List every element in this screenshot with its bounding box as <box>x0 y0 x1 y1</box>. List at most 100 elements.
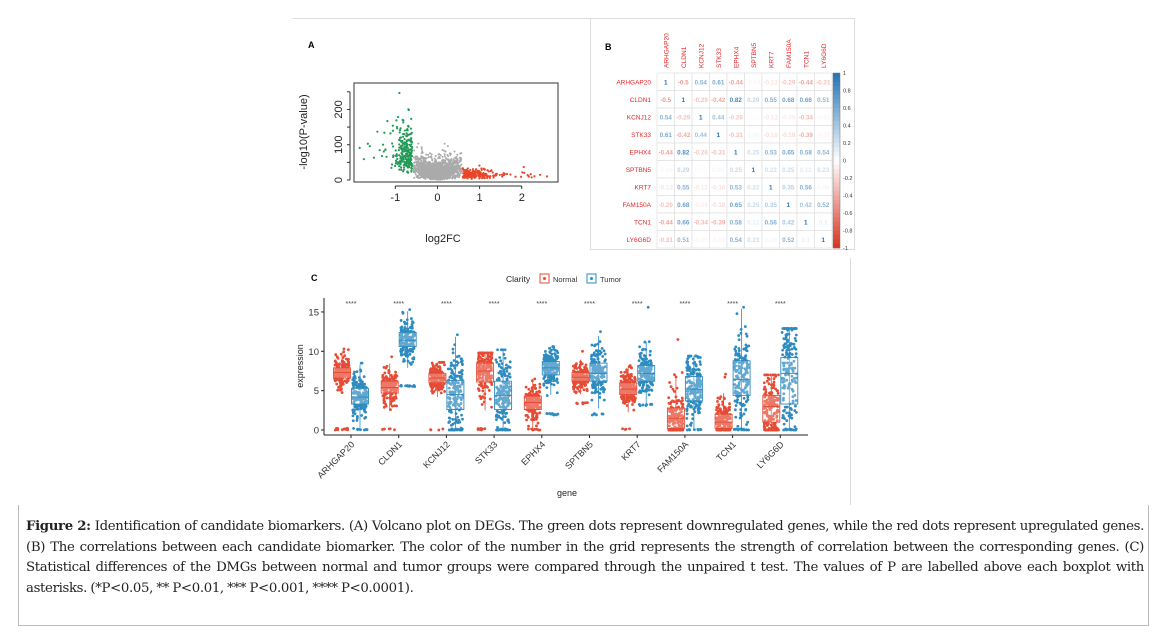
volcano-point-ns <box>449 154 452 157</box>
volcano-point-ns <box>420 146 423 149</box>
box-y-axis-title: expression <box>295 344 305 388</box>
box-point-tumor <box>409 349 413 352</box>
volcano-point-down <box>404 149 407 152</box>
box-point-normal <box>577 378 581 382</box>
corr-value: -0.39 <box>711 219 726 226</box>
volcano-point-ns <box>417 142 420 145</box>
volcano-point-ns <box>431 159 434 162</box>
volcano-point-up <box>461 175 465 178</box>
corr-value: -0.09 <box>781 114 796 121</box>
box-point-tumor <box>497 371 501 375</box>
volcano-point-ns <box>414 173 417 176</box>
volcano-point-ns <box>455 167 458 170</box>
volcano-point-ns <box>428 164 431 167</box>
volcano-point-ns <box>433 174 436 177</box>
volcano-point-down <box>409 161 412 165</box>
box-point-normal <box>395 404 398 408</box>
corr-value: 0.1 <box>801 237 810 244</box>
box-point-tumor <box>458 390 462 394</box>
box-y-tick-label: 15 <box>308 307 319 318</box>
box-point-tumor <box>590 353 594 357</box>
corr-value: 0.35 <box>782 184 795 191</box>
volcano-point-down <box>408 143 411 146</box>
volcano-point-up <box>481 174 484 178</box>
volcano-point-down <box>382 150 385 153</box>
corr-value: -0.34 <box>694 219 709 226</box>
corr-value: 0.55 <box>765 97 778 104</box>
box-point-normal <box>486 357 490 361</box>
box-point-tumor <box>503 356 507 360</box>
volcano-point-ns <box>443 155 446 158</box>
volcano-point-ns <box>431 176 434 179</box>
volcano-point-down <box>409 156 412 160</box>
colorbar-segment <box>833 208 840 214</box>
volcano-point-up <box>478 172 481 175</box>
box-point-tumor <box>352 400 356 403</box>
box-point-tumor <box>356 427 360 431</box>
colorbar-tick-label: 0 <box>843 159 846 165</box>
box-point-normal <box>342 350 346 354</box>
box-point-normal <box>394 370 398 374</box>
colorbar-tick-label: -0.2 <box>843 176 852 182</box>
box-point-normal <box>483 351 487 355</box>
box-point-normal <box>583 401 587 405</box>
volcano-point-down <box>401 135 405 138</box>
corr-value: -0.42 <box>676 132 691 139</box>
box-point-tumor <box>507 372 511 376</box>
box-point-normal <box>673 421 676 424</box>
box-point-tumor <box>648 353 652 357</box>
corr-value: -0.44 <box>799 79 814 86</box>
box-point-tumor <box>504 412 508 415</box>
volcano-point-down <box>394 149 397 152</box>
volcano-point-up <box>521 171 524 174</box>
volcano-point-ns <box>434 154 437 157</box>
corr-value: 1 <box>786 202 790 209</box>
box-point-normal <box>619 370 623 374</box>
volcano-point-down <box>391 145 395 148</box>
volcano-point-ns <box>422 169 425 172</box>
volcano-point-down <box>407 148 410 151</box>
volcano-point-down <box>372 156 376 159</box>
volcano-point-ns <box>441 167 444 170</box>
box-point-tumor <box>647 340 651 344</box>
colorbar-segment <box>833 73 840 78</box>
corr-value: 0.23 <box>747 237 760 244</box>
colorbar-segment <box>833 112 840 118</box>
box-point-tumor <box>497 376 501 380</box>
box-point-normal <box>477 367 480 371</box>
corr-value: 1 <box>734 149 738 156</box>
volcano-point-ns <box>444 169 447 172</box>
box-point-normal <box>583 365 587 369</box>
box-point-normal <box>487 389 491 392</box>
box-point-tumor <box>637 390 641 394</box>
volcano-point-down <box>404 156 407 159</box>
volcano-x-tick-label: -1 <box>390 192 400 204</box>
box-point-tumor <box>590 413 594 417</box>
volcano-point-ns <box>445 169 448 172</box>
volcano-point-down <box>406 143 409 146</box>
corr-value: 0.23 <box>817 167 830 174</box>
volcano-point-down <box>391 129 395 132</box>
corr-value: 0.65 <box>730 202 743 209</box>
volcano-point-up <box>486 176 489 180</box>
corr-value: 0.53 <box>765 149 778 156</box>
volcano-point-down <box>403 133 406 136</box>
colorbar-segment <box>833 99 840 104</box>
volcano-y-tick-label: 200 <box>333 100 345 118</box>
volcano-point-down <box>378 149 381 152</box>
box-point-normal <box>480 428 483 432</box>
volcano-point-ns <box>441 175 444 178</box>
box-point-normal <box>534 387 537 390</box>
volcano-point-ns <box>414 155 417 158</box>
corr-value: 1 <box>804 219 808 226</box>
volcano-point-up <box>501 175 504 178</box>
box-point-tumor <box>504 399 508 403</box>
box-point-tumor <box>455 363 459 367</box>
box-point-tumor <box>549 348 553 352</box>
corr-value: 0.55 <box>677 184 690 191</box>
box-point-normal <box>490 405 493 409</box>
box-point-normal <box>527 424 530 428</box>
box-point-normal <box>531 414 534 417</box>
box-point-tumor <box>358 376 361 379</box>
volcano-point-ns <box>430 167 433 170</box>
